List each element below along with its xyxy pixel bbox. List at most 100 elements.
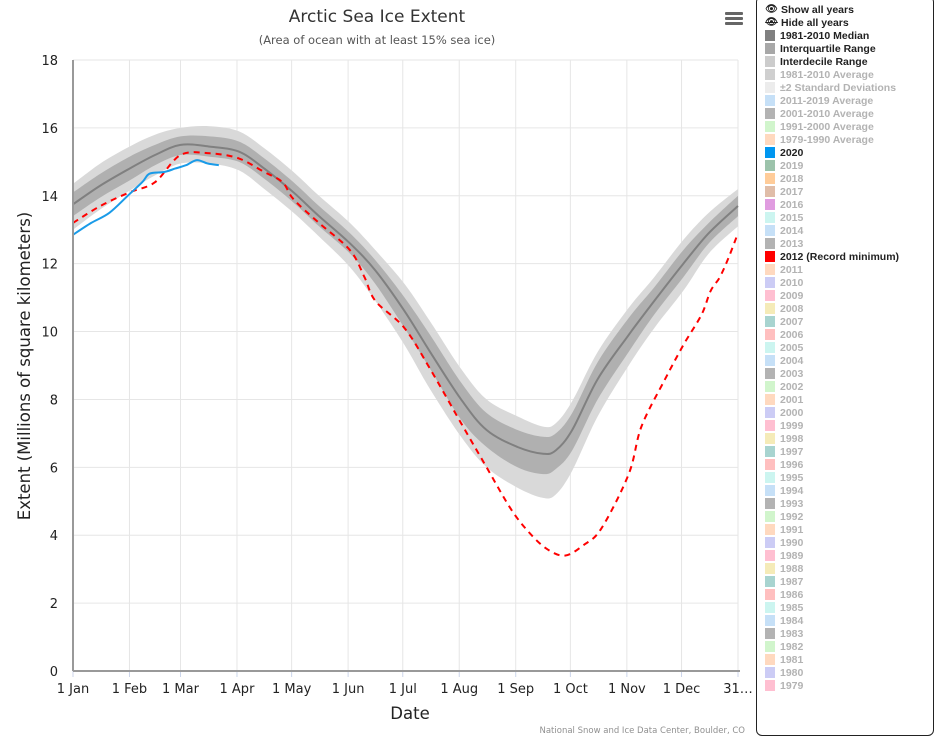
legend-swatch bbox=[765, 654, 775, 665]
legend-item[interactable]: 1991 bbox=[765, 523, 933, 536]
show-all-years-button[interactable]: 👁 Show all years bbox=[765, 3, 933, 16]
legend-item[interactable]: 2001 bbox=[765, 393, 933, 406]
legend-swatch bbox=[765, 30, 775, 41]
credits[interactable]: National Snow and Ice Data Center, Bould… bbox=[539, 726, 745, 736]
legend-label: 1979-1990 Average bbox=[780, 133, 874, 146]
legend-swatch bbox=[765, 381, 775, 392]
legend-item[interactable]: Interquartile Range bbox=[765, 42, 933, 55]
legend-swatch bbox=[765, 537, 775, 548]
legend-item[interactable]: 2020 bbox=[765, 146, 933, 159]
legend-item[interactable]: 2006 bbox=[765, 328, 933, 341]
legend-label: 1989 bbox=[780, 549, 804, 562]
x-tick-label: 1 May bbox=[272, 682, 312, 697]
legend-item[interactable]: 1999 bbox=[765, 419, 933, 432]
legend-item[interactable]: 1998 bbox=[765, 432, 933, 445]
show-all-years-label: Show all years bbox=[781, 3, 854, 16]
legend-label: 1988 bbox=[780, 562, 804, 575]
legend-item[interactable]: 1997 bbox=[765, 445, 933, 458]
legend-item[interactable]: 1979-1990 Average bbox=[765, 133, 933, 146]
x-tick-labels: 1 Jan 1 Feb 1 Mar 1 Apr 1 May 1 Jun 1 Jul 1 Aug… bbox=[57, 682, 753, 697]
legend-label: 1991-2000 Average bbox=[780, 120, 874, 133]
legend-label: 2001-2010 Average bbox=[780, 107, 874, 120]
legend-label: 1981-2010 Average bbox=[780, 68, 874, 81]
legend-item[interactable]: 2002 bbox=[765, 380, 933, 393]
legend-item[interactable]: 2019 bbox=[765, 159, 933, 172]
legend-item[interactable]: 1995 bbox=[765, 471, 933, 484]
legend-item[interactable]: 1987 bbox=[765, 575, 933, 588]
hamburger-menu-icon[interactable] bbox=[725, 12, 743, 28]
legend-item[interactable]: ±2 Standard Deviations bbox=[765, 81, 933, 94]
hide-all-years-button[interactable]: 👁 Hide all years bbox=[765, 16, 933, 29]
legend-item[interactable]: 2011-2019 Average bbox=[765, 94, 933, 107]
legend-item[interactable]: 2013 bbox=[765, 237, 933, 250]
legend-item[interactable]: 2018 bbox=[765, 172, 933, 185]
y-tick-label: 4 bbox=[50, 529, 58, 544]
legend-item[interactable]: 2017 bbox=[765, 185, 933, 198]
legend-item[interactable]: 1979 bbox=[765, 679, 933, 692]
x-tick-label: 1 Feb bbox=[112, 682, 147, 697]
legend-item[interactable]: 1993 bbox=[765, 497, 933, 510]
legend-swatch bbox=[765, 225, 775, 236]
chart-subtitle: (Area of ocean with at least 15% sea ice… bbox=[259, 33, 496, 47]
legend-label: 2001 bbox=[780, 393, 804, 406]
legend-item[interactable]: 1992 bbox=[765, 510, 933, 523]
y-tick-label: 8 bbox=[50, 393, 58, 408]
legend-item[interactable]: 2003 bbox=[765, 367, 933, 380]
legend-swatch bbox=[765, 329, 775, 340]
legend-item[interactable]: 1994 bbox=[765, 484, 933, 497]
series-2020-line bbox=[72, 159, 219, 236]
legend-item[interactable]: 1989 bbox=[765, 549, 933, 562]
legend-swatch bbox=[765, 56, 775, 67]
legend-item[interactable]: 2005 bbox=[765, 341, 933, 354]
legend-item[interactable]: 2000 bbox=[765, 406, 933, 419]
legend-swatch bbox=[765, 199, 775, 210]
legend-item[interactable]: 1991-2000 Average bbox=[765, 120, 933, 133]
legend-item[interactable]: 1980 bbox=[765, 666, 933, 679]
legend-item[interactable]: 1982 bbox=[765, 640, 933, 653]
legend-item[interactable]: 2004 bbox=[765, 354, 933, 367]
legend-item[interactable]: 1988 bbox=[765, 562, 933, 575]
legend-swatch bbox=[765, 238, 775, 249]
legend-label: 2012 (Record minimum) bbox=[780, 250, 900, 263]
legend-swatch bbox=[765, 160, 775, 171]
legend-label: Interdecile Range bbox=[780, 55, 868, 68]
legend-item[interactable]: 1984 bbox=[765, 614, 933, 627]
x-tick-label: 1 Aug bbox=[440, 682, 478, 697]
legend-item[interactable]: 2008 bbox=[765, 302, 933, 315]
x-axis-title: Date bbox=[390, 704, 429, 723]
legend-swatch bbox=[765, 212, 775, 223]
legend-item[interactable]: 2001-2010 Average bbox=[765, 107, 933, 120]
legend-label: 2019 bbox=[780, 159, 804, 172]
legend-item[interactable]: 1981 bbox=[765, 653, 933, 666]
legend-item[interactable]: 2007 bbox=[765, 315, 933, 328]
legend-label: 2014 bbox=[780, 224, 804, 237]
legend-item[interactable]: 2011 bbox=[765, 263, 933, 276]
y-tick-label: 14 bbox=[41, 190, 58, 205]
legend-label: 2010 bbox=[780, 276, 804, 289]
legend-label: 1984 bbox=[780, 614, 804, 627]
legend-item[interactable]: 2010 bbox=[765, 276, 933, 289]
legend-item[interactable]: 2012 (Record minimum) bbox=[765, 250, 933, 263]
legend-item[interactable]: 2014 bbox=[765, 224, 933, 237]
legend-item[interactable]: 1996 bbox=[765, 458, 933, 471]
legend-item[interactable]: 1981-2010 Median bbox=[765, 29, 933, 42]
legend-label: 2020 bbox=[780, 146, 804, 159]
legend-swatch bbox=[765, 407, 775, 418]
legend-item[interactable]: 1981-2010 Average bbox=[765, 68, 933, 81]
legend-label: ±2 Standard Deviations bbox=[780, 81, 897, 94]
legend-swatch bbox=[765, 173, 775, 184]
legend-item[interactable]: 1983 bbox=[765, 627, 933, 640]
y-tick-label: 2 bbox=[50, 597, 58, 612]
legend-item[interactable]: 2015 bbox=[765, 211, 933, 224]
legend-item[interactable]: 2009 bbox=[765, 289, 933, 302]
y-tick-label: 12 bbox=[41, 258, 58, 273]
legend-label: 1990 bbox=[780, 536, 804, 549]
legend-item[interactable]: Interdecile Range bbox=[765, 55, 933, 68]
legend-item[interactable]: 1985 bbox=[765, 601, 933, 614]
legend-label: 1999 bbox=[780, 419, 804, 432]
legend-item[interactable]: 2016 bbox=[765, 198, 933, 211]
legend-swatch bbox=[765, 95, 775, 106]
legend-swatch bbox=[765, 108, 775, 119]
legend-item[interactable]: 1986 bbox=[765, 588, 933, 601]
legend-item[interactable]: 1990 bbox=[765, 536, 933, 549]
